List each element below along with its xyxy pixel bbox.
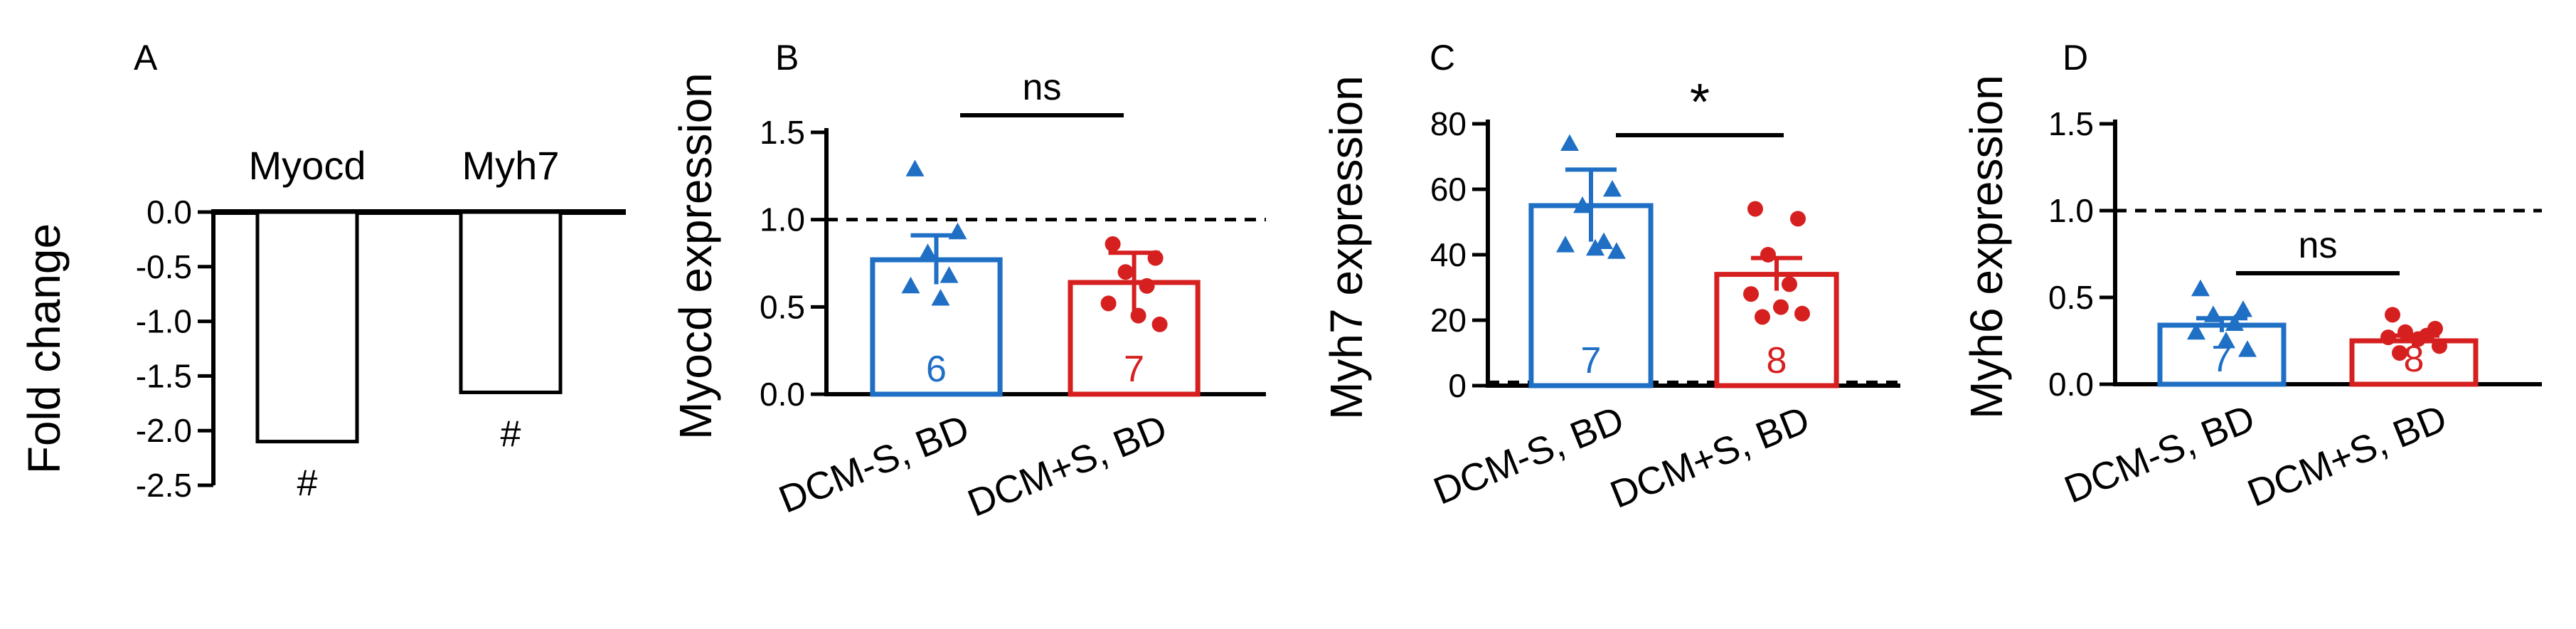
- data-point: [1603, 180, 1622, 197]
- significance-label: ns: [2299, 225, 2338, 266]
- n-label: 8: [1767, 340, 1787, 381]
- data-point: [1147, 250, 1164, 266]
- data-point: [1560, 134, 1579, 151]
- data-point: [2204, 305, 2223, 322]
- data-point: [1794, 305, 1810, 322]
- data-point: [1760, 247, 1776, 263]
- category-label: DCM+S, BD: [962, 406, 1173, 524]
- data-point: [1595, 232, 1613, 249]
- n-label: 7: [2212, 339, 2232, 380]
- category-label: Myocd: [249, 143, 366, 188]
- data-point: [1139, 278, 1155, 294]
- n-label: 6: [926, 349, 947, 390]
- data-point: [2217, 332, 2235, 349]
- data-point: [1556, 236, 1575, 253]
- y-tick-label: 0.0: [147, 194, 192, 231]
- data-point: [1105, 236, 1121, 253]
- bar-group-1: [2157, 322, 2287, 387]
- y-tick-label: 20: [1430, 302, 1467, 339]
- panel-letter-a: A: [134, 38, 158, 78]
- data-point: [1130, 307, 1146, 324]
- panel-d: D Myh6 expression 0.0 0.5 1.0 1.5 7 DCM-S, BD 8 D…: [1961, 38, 2542, 515]
- y-tick-label: 0.5: [2048, 279, 2094, 316]
- y-tick-label: 1.0: [760, 201, 805, 238]
- data-point: [2392, 345, 2407, 361]
- data-point: [905, 159, 925, 176]
- category-label: Myh7: [462, 143, 560, 188]
- y-tick-label: 1.5: [2048, 105, 2094, 142]
- y-axis-label: Myh7 expression: [1321, 75, 1372, 420]
- bar-group-2: [2349, 338, 2479, 387]
- data-point: [918, 243, 937, 260]
- category-label: DCM+S, BD: [1604, 398, 1816, 516]
- data-point: [2225, 314, 2244, 331]
- data-point: [2410, 331, 2426, 347]
- bar-myh7: [459, 210, 563, 394]
- y-tick-label: 0.0: [760, 376, 805, 413]
- data-point: [1117, 264, 1134, 280]
- data-point: [1773, 299, 1789, 315]
- data-point: [1755, 309, 1770, 325]
- category-label: DCM+S, BD: [2242, 396, 2453, 514]
- data-point: [1747, 201, 1763, 217]
- data-point: [948, 222, 967, 240]
- panel-letter-d: D: [2063, 38, 2088, 78]
- n-label: 8: [2404, 339, 2425, 380]
- data-point: [1100, 295, 1117, 312]
- panel-letter-c: C: [1430, 38, 1455, 78]
- data-point: [1790, 211, 1806, 227]
- significance-label: *: [1690, 74, 1710, 131]
- panel-b: B Myocd expression 0.0 0.5 1.0 1.5 6 DCM-S, BD 7…: [670, 38, 1266, 525]
- y-tick-label: -1.0: [136, 303, 192, 340]
- data-point: [931, 289, 950, 306]
- data-point: [2397, 324, 2413, 340]
- data-point: [2187, 322, 2205, 340]
- y-axis-label: Fold change: [18, 223, 70, 474]
- significance-label: ns: [1023, 67, 1062, 108]
- y-tick-label: 0.5: [760, 288, 805, 325]
- data-point: [2191, 279, 2210, 297]
- data-point: [1573, 196, 1592, 213]
- category-label: DCM-S, BD: [1428, 398, 1630, 512]
- y-tick-label: 1.5: [760, 114, 805, 151]
- data-point: [2238, 340, 2257, 357]
- n-label: 7: [1124, 349, 1144, 390]
- data-point: [1743, 286, 1759, 302]
- y-tick-label: 80: [1430, 105, 1467, 142]
- y-tick-label: -2.0: [136, 412, 192, 449]
- y-tick-label: -0.5: [136, 248, 192, 285]
- panel-a: A Fold change 0.0 -0.5 -1.0 -1.5 -2.0 -2.5 Myocd…: [18, 38, 626, 504]
- y-axis-label: Myocd expression: [670, 73, 721, 440]
- category-label: DCM-S, BD: [773, 406, 975, 521]
- data-point: [1607, 242, 1626, 259]
- data-point: [2380, 329, 2396, 346]
- y-tick-label: -1.5: [136, 357, 192, 394]
- panel-c: C Myh7 expression 0 20 40 60 80 7 DCM-S, BD 8 DCM+…: [1321, 38, 1900, 517]
- y-axis-label: Myh6 expression: [1961, 75, 2012, 419]
- n-label: 7: [1581, 340, 1602, 381]
- data-point: [1151, 316, 1168, 332]
- panel-letter-b: B: [775, 38, 799, 78]
- y-tick-label: 0.0: [2048, 366, 2094, 403]
- y-tick-label: 1.0: [2048, 192, 2094, 229]
- data-point: [2385, 307, 2400, 323]
- data-point: [940, 266, 959, 283]
- y-tick-label: 40: [1430, 236, 1467, 273]
- data-point: [901, 276, 920, 294]
- bar-group-2: [1714, 272, 1839, 388]
- data-point: [1782, 276, 1797, 292]
- significance-marker: #: [501, 413, 521, 455]
- data-point: [2432, 338, 2447, 354]
- data-point: [2234, 300, 2252, 317]
- y-tick-label: 0: [1448, 367, 1467, 404]
- data-point: [1586, 238, 1604, 256]
- y-tick-label: -2.5: [136, 467, 192, 504]
- bar-myocd: [255, 210, 359, 444]
- category-label: DCM-S, BD: [2059, 396, 2261, 511]
- y-tick-label: 60: [1430, 171, 1467, 208]
- significance-marker: #: [297, 463, 318, 504]
